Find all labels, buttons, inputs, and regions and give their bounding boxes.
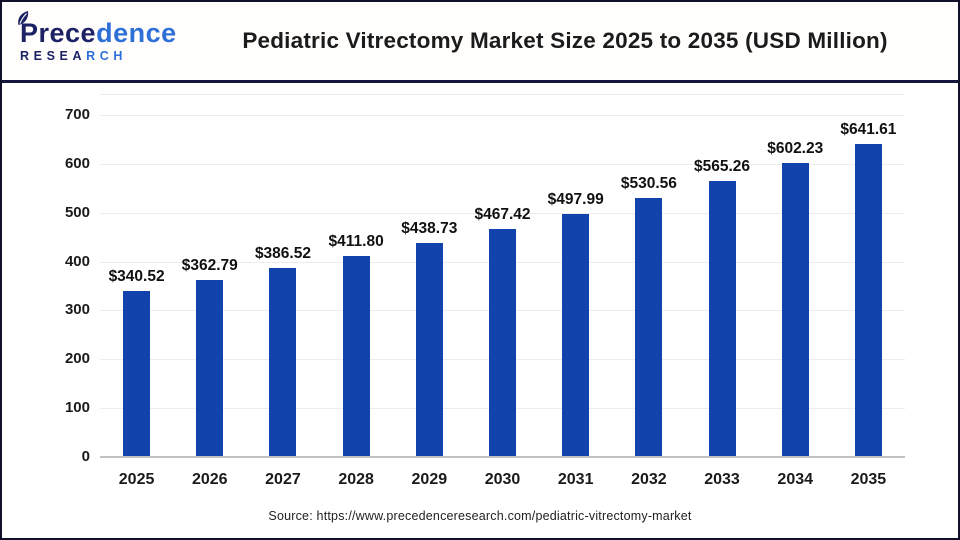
bar-value-label: $565.26	[694, 157, 751, 175]
bar-value-label: $386.52	[254, 245, 311, 263]
bar-2028	[342, 255, 370, 456]
x-axis-label: 2029	[411, 471, 448, 488]
bar-value-label: $340.52	[108, 267, 165, 285]
bar-2031	[562, 213, 590, 456]
logo-subtitle: RESEARCH	[20, 50, 180, 63]
gridline-600	[100, 163, 905, 165]
x-axis-label: 2026	[191, 471, 228, 488]
bar-2034	[781, 162, 809, 456]
bar-value-label: $530.56	[620, 174, 677, 192]
bar-value-label: $641.61	[840, 120, 897, 138]
y-axis-label: 100	[64, 399, 90, 417]
bar-value-label: $411.80	[328, 232, 384, 250]
x-axis-label: 2028	[338, 471, 374, 488]
x-axis-label: 2030	[484, 471, 521, 488]
x-axis-label: 2025	[118, 471, 155, 488]
x-axis-label: 2031	[557, 471, 594, 488]
logo-name-blue: dence	[96, 17, 177, 48]
logo-subtitle-dark: RESEA	[20, 48, 87, 63]
y-axis-label: 400	[64, 252, 90, 270]
leaf-icon	[17, 10, 32, 31]
logo-name-dark: Prece	[20, 17, 97, 48]
logo-subtitle-blue: RCH	[86, 48, 127, 63]
logo: Precedence RESEARCH	[18, 10, 180, 63]
bar-2029	[415, 242, 443, 456]
bar-value-label: $362.79	[181, 256, 238, 274]
bar-2032	[635, 197, 663, 456]
x-axis-label: 2034	[777, 471, 814, 488]
page-title: Pediatric Vitrectomy Market Size 2025 to…	[242, 28, 888, 53]
bar-value-label: $467.42	[474, 205, 531, 223]
x-axis-baseline	[100, 456, 905, 458]
bar-value-label: $602.23	[767, 139, 824, 157]
y-axis-label: 500	[64, 203, 90, 221]
bar-2033	[708, 180, 736, 456]
bar-value-label: $497.99	[547, 190, 604, 208]
gridline-500	[100, 212, 905, 214]
x-axis-label: 2027	[265, 471, 301, 488]
bar-value-label: $438.73	[401, 219, 458, 237]
gridline-700	[100, 115, 905, 116]
x-axis-label: 2032	[631, 471, 667, 488]
bar-2025	[123, 290, 151, 456]
bar-2035	[854, 143, 882, 456]
bar-2027	[269, 268, 297, 456]
source-text: Source: https://www.precedenceresearch.c…	[268, 509, 692, 523]
y-axis-label: 700	[64, 106, 90, 123]
plot-top-line	[100, 94, 905, 95]
bar-2026	[196, 279, 224, 456]
y-axis-label: 0	[81, 448, 90, 465]
x-axis-label: 2033	[704, 471, 740, 488]
y-axis-label: 600	[64, 154, 90, 172]
y-axis-label: 300	[64, 301, 90, 319]
header: Precedence RESEARCH Pediatric Vitrectomy…	[2, 2, 958, 83]
logo-name: Precedence	[20, 17, 180, 48]
bar-2030	[489, 228, 516, 456]
y-axis-label: 200	[64, 350, 90, 368]
x-axis-label: 2035	[850, 471, 887, 488]
